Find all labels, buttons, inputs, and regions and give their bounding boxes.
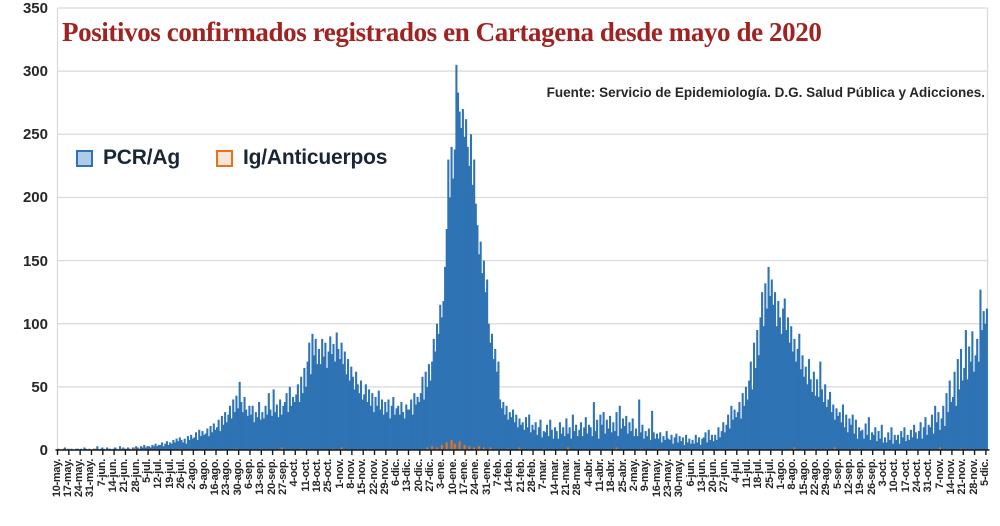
x-axis-tick-label: 14-feb. <box>503 459 516 493</box>
x-axis-tick-label: 28-nov. <box>967 459 980 495</box>
x-axis-tick-label: 18-jul. <box>752 459 765 489</box>
chart-legend: PCR/Ag Ig/Anticuerpos <box>76 146 387 170</box>
x-axis-tick-label: 8-ago. <box>786 459 799 490</box>
y-axis-tick-label: 100 <box>22 315 48 333</box>
x-axis-tick-label: 17-oct. <box>899 459 912 493</box>
x-axis-tick-label: 29-ago. <box>820 459 833 496</box>
x-axis-tick-label: 21-nov. <box>956 459 969 495</box>
x-axis-tick-label: 19-sep. <box>854 459 867 495</box>
chart-title: Positivos confirmados registrados en Car… <box>62 17 822 47</box>
x-axis-tick-label: 13-sep. <box>254 459 267 495</box>
x-axis-tick-label: 21-feb. <box>514 459 527 493</box>
x-axis-tick-label: 16-may. <box>650 459 663 498</box>
x-axis-tick-label: 25-abr. <box>616 459 629 493</box>
x-axis-tick-label: 10-ene. <box>446 459 459 495</box>
x-axis-tick-label: 31-may. <box>84 459 97 498</box>
y-axis-tick-label: 50 <box>31 378 48 396</box>
x-axis-tick-label: 31-ene. <box>480 459 493 495</box>
x-axis-tick-label: 4-jul. <box>729 459 742 483</box>
y-axis-tick-label: 0 <box>39 442 48 459</box>
x-axis-tick-label: 20-dic. <box>412 459 425 492</box>
x-axis-tick-label: 26-sep. <box>865 459 878 495</box>
x-axis-tick-label: 21-jun. <box>118 459 131 493</box>
x-axis-tick-label: 24-ene. <box>469 459 482 495</box>
legend-item-pcr-ag: PCR/Ag <box>76 146 180 170</box>
x-axis-tick-label: 1-nov. <box>333 459 346 489</box>
x-axis-tick-label: 18-abr. <box>605 459 618 493</box>
x-axis-tick-label: 5-sep. <box>831 459 844 489</box>
x-axis-tick-label: 27-jun. <box>718 459 731 493</box>
y-axis-tick-label: 200 <box>22 189 48 207</box>
x-axis-tick-label: 3-ene. <box>435 459 448 489</box>
legend-item-ig-anticuerpos: Ig/Anticuerpos <box>215 146 388 170</box>
chart-source-note: Fuente: Servicio de Epidemiología. D.G. … <box>546 85 985 100</box>
y-axis-tick-label: 350 <box>22 0 48 17</box>
y-axis-tick-label: 150 <box>22 252 48 270</box>
x-axis-tick-label: 9-may. <box>639 459 652 492</box>
x-axis-tick-label: 7-mar. <box>537 459 550 490</box>
x-axis-tick-label: 30-ago. <box>231 459 244 496</box>
x-axis-tick-label: 20-sep. <box>265 459 278 495</box>
x-axis-tick-label: 15-ago. <box>797 459 810 496</box>
x-axis-tick-label: 5-dic. <box>978 459 991 486</box>
x-axis-tick-label: 10-oct. <box>888 459 901 493</box>
y-axis-tick-label: 250 <box>22 126 48 144</box>
legend-label-ig-anticuerpos: Ig/Anticuerpos <box>242 146 388 169</box>
x-axis-tick-label: 13-dic. <box>401 459 414 492</box>
x-axis-tick-label: 4-abr. <box>582 459 595 487</box>
x-axis-tick-label: 23-ago. <box>220 459 233 496</box>
x-axis-tick-label: 22-nov. <box>367 459 380 495</box>
x-axis-tick-label: 7-nov. <box>933 459 946 489</box>
y-axis-tick-label: 300 <box>22 63 48 81</box>
x-axis-tick-label: 25-jul. <box>763 459 776 489</box>
pcr-ag-swatch-icon <box>76 149 93 167</box>
x-axis-tick-label: 2-ago. <box>186 459 199 490</box>
ig-anticuerpos-swatch-icon <box>215 149 233 167</box>
x-axis-tick-label: 4-oct. <box>288 459 301 487</box>
legend-label-pcr-ag: PCR/Ag <box>103 146 180 169</box>
x-axis-tick-label: 28-mar. <box>571 459 584 496</box>
x-axis-tick-label: 14-mar. <box>548 459 561 496</box>
x-axis-tick-label: 31-oct. <box>922 459 935 493</box>
x-axis-tick-label: 10-may. <box>50 459 63 498</box>
x-axis-tick-label: 25-oct. <box>322 459 335 493</box>
x-axis-tick-label: 30-may. <box>673 459 686 498</box>
x-axis-tick-label: 28-jun. <box>129 459 142 493</box>
x-axis-tick-label: 9-ago. <box>197 459 210 490</box>
x-axis-tick-label: 19-jul. <box>163 459 176 489</box>
x-axis-tick-label: 6-jun. <box>684 459 697 487</box>
x-axis-tick-label: 11-oct. <box>299 459 312 492</box>
x-axis-tick-label: 12-jul. <box>152 459 165 489</box>
x-axis-tick-label: 17-may. <box>61 459 74 498</box>
x-axis-tick-label: 15-nov. <box>356 459 369 495</box>
x-axis-tick-label: 7-jun. <box>95 459 108 487</box>
